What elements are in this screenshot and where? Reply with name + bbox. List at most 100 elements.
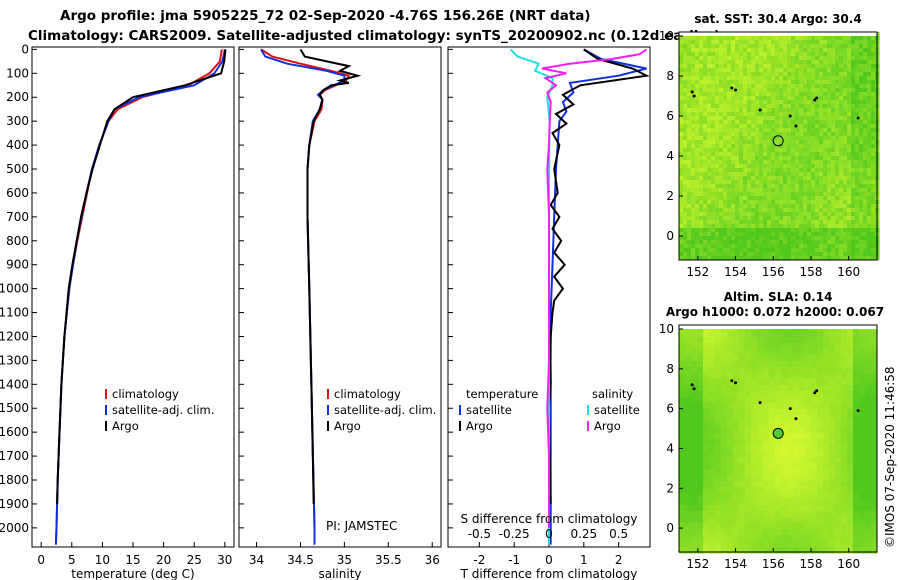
sla_map-cell — [691, 367, 698, 374]
sst_map-cell — [783, 152, 788, 157]
sst_map-cell — [795, 52, 800, 57]
sla_map-cell — [745, 337, 752, 344]
sst_map-cell — [803, 68, 808, 73]
sst_map-cell — [859, 240, 864, 245]
sst_map-cell — [679, 168, 684, 173]
sst_map-cell — [851, 160, 856, 165]
sst_map-cell — [815, 144, 820, 149]
sst_map-cell — [823, 252, 828, 257]
sst_map-cell — [747, 56, 752, 61]
sst_map-cell — [747, 116, 752, 121]
sst_map-cell — [759, 184, 764, 189]
sst_map-cell — [767, 76, 772, 81]
sst_map-cell — [819, 196, 824, 201]
sst_map-cell — [799, 68, 804, 73]
sst_map-xtick-label: 160 — [837, 265, 860, 279]
sst_map-cell — [783, 244, 788, 249]
sst_map-cell — [699, 232, 704, 237]
sst_map-cell — [807, 108, 812, 113]
sla_map-cell — [751, 487, 758, 494]
sla_map-cell — [847, 439, 854, 446]
sst_map-cell — [827, 240, 832, 245]
sla_map-cell — [829, 349, 836, 356]
sst_map-cell — [715, 188, 720, 193]
sst_map-cell — [799, 188, 804, 193]
sst_map-cell — [799, 132, 804, 137]
sla_map-cell — [811, 355, 818, 362]
sst_map-cell — [775, 44, 780, 49]
sla_map-cell — [703, 523, 710, 530]
sst_map-cell — [755, 152, 760, 157]
sst_map-cell — [759, 204, 764, 209]
sla_map-cell — [865, 409, 872, 416]
sla_map-cell — [835, 397, 842, 404]
sla_map-cell — [703, 379, 710, 386]
sst_map-cell — [859, 172, 864, 177]
sst_map-cell — [731, 140, 736, 145]
sst_map-cell — [803, 72, 808, 77]
sst_map-cell — [751, 252, 756, 257]
sla_map-cell — [847, 397, 854, 404]
sla_map-cell — [715, 445, 722, 452]
sst_map-cell — [823, 140, 828, 145]
sla_map-cell — [787, 541, 794, 548]
sst_map-cell — [691, 232, 696, 237]
sst_map-cell — [711, 148, 716, 153]
sla_map-cell — [853, 487, 860, 494]
sst_map-cell — [815, 52, 820, 57]
sla_map-cell — [859, 403, 866, 410]
sst_map-cell — [783, 76, 788, 81]
sst_map-cell — [847, 228, 852, 233]
sla_map-cell — [805, 469, 812, 476]
sla_map-cell — [745, 331, 752, 338]
sst_map-cell — [735, 88, 740, 93]
sst_map-cell — [707, 232, 712, 237]
sst_map-cell — [871, 236, 876, 241]
sst_map-cell — [871, 124, 876, 129]
sst_map-cell — [703, 108, 708, 113]
sst_map-cell — [679, 180, 684, 185]
sla_map-cell — [685, 475, 692, 482]
sla_map-cell — [853, 379, 860, 386]
sst_map-cell — [811, 112, 816, 117]
sst_map-cell — [679, 144, 684, 149]
sst_map-cell — [799, 248, 804, 253]
sla_map-cell — [739, 541, 746, 548]
sla_map-cell — [865, 493, 872, 500]
sst_map-cell — [803, 240, 808, 245]
sla_map-cell — [727, 385, 734, 392]
sst_map-cell — [679, 84, 684, 89]
sst_map-cell — [795, 140, 800, 145]
sst_map-cell — [719, 180, 724, 185]
sst_map-cell — [791, 188, 796, 193]
sst_map-cell — [815, 156, 820, 161]
sst_map-cell — [831, 204, 836, 209]
sla_map-cell — [871, 463, 878, 470]
sla_map-cell — [847, 451, 854, 458]
difference-x2tick-label: -0.5 — [468, 527, 491, 541]
sst_map-cell — [723, 72, 728, 77]
sst_map-cell — [855, 216, 860, 221]
salinity-legend-label: climatology — [334, 387, 401, 401]
sst_map-cell — [719, 152, 724, 157]
sla_map-cell — [751, 535, 758, 542]
sst_map-cell — [811, 256, 816, 261]
sst_map-cell — [775, 220, 780, 225]
sla_map-cell — [739, 403, 746, 410]
sst_map-cell — [863, 136, 868, 141]
sst_map-cell — [735, 120, 740, 125]
sst_map-cell — [851, 72, 856, 77]
sst_map-cell — [711, 240, 716, 245]
sst_map-cell — [703, 84, 708, 89]
sst_map-cell — [803, 56, 808, 61]
sst_map-cell — [747, 212, 752, 217]
sst_map-cell — [751, 176, 756, 181]
sla_map-cell — [745, 421, 752, 428]
sst_map-cell — [867, 216, 872, 221]
sst_map-cell — [823, 240, 828, 245]
sst_map-cell — [803, 60, 808, 65]
sla_map-cell — [751, 409, 758, 416]
sst_map-cell — [743, 128, 748, 133]
sla_map-cell — [709, 331, 716, 338]
sla_map-cell — [859, 397, 866, 404]
